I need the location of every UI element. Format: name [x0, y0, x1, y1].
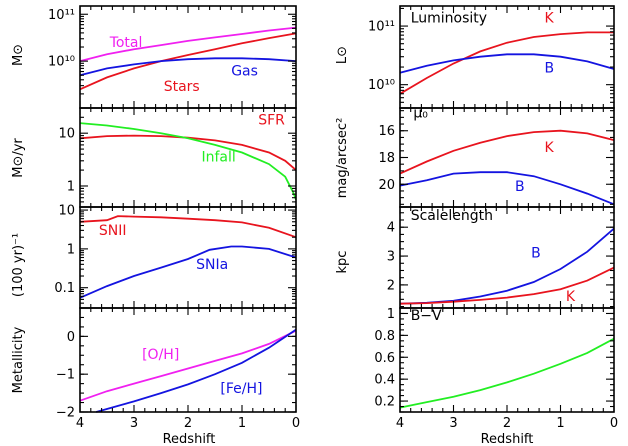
annotation-k: K: [566, 289, 576, 305]
annotation-b: B: [531, 246, 541, 262]
y-tick-label: 1: [387, 307, 395, 322]
annotation-infall: Infall: [202, 150, 236, 166]
x-tick-label: 3: [449, 416, 457, 431]
annotation-k: K: [544, 11, 554, 27]
panel-frame: [79, 307, 297, 413]
panel-3: 4 3 2 1 0 −2 −1 0 [O/H] [Fe/H]: [56, 307, 300, 431]
ylabel-sn-rate: (100 yr)⁻¹: [11, 233, 26, 297]
y-tick-label: 10¹⁰: [48, 55, 75, 70]
x-tick-label: 0: [610, 416, 618, 431]
y-tick-label: −2: [56, 406, 75, 421]
series-b-line: [399, 171, 615, 206]
panel-2: 0.1 1 10 SNII SNIa: [54, 204, 297, 309]
y-tick-label: 2: [387, 278, 395, 293]
y-tick-label: 10: [58, 204, 75, 219]
series-infall-line: [79, 122, 297, 201]
annotation-stars: Stars: [164, 79, 200, 95]
panel-0: 10¹⁰ 10¹¹ Total Stars Gas: [48, 5, 297, 109]
y-tick-label: 10¹⁰: [368, 78, 395, 93]
x-tick-label: 2: [503, 416, 511, 431]
x-tick-label: 0: [292, 416, 300, 431]
x-tick-label: 4: [396, 416, 404, 431]
annotation-o-h: [O/H]: [142, 347, 179, 363]
series-fe-h-line: [95, 328, 297, 413]
series-sfr-line: [79, 134, 297, 171]
ylabel-mass: M⊙: [11, 44, 26, 66]
series-gas-line: [79, 57, 297, 77]
panel-1: 1 10 SFR Infall: [58, 107, 297, 208]
annotation-snii: SNII: [99, 223, 127, 239]
series-b-line: [399, 227, 615, 305]
y-tick-label: 0.6: [374, 351, 395, 366]
annotation-snia: SNIa: [196, 257, 228, 273]
series-k-line: [399, 266, 615, 305]
series-total-line: [79, 26, 297, 62]
annotation-luminosity: Luminosity: [411, 11, 487, 27]
y-tick-label: 1: [67, 179, 75, 194]
ylabel-kpc: kpc: [335, 251, 350, 274]
annotation-total: Total: [109, 35, 143, 51]
annotation-b: B: [515, 179, 525, 195]
annotation-b-v: B−V: [411, 308, 442, 324]
xlabel-right: Redshift: [481, 432, 534, 446]
series-snia-line: [79, 245, 297, 299]
y-tick-label: 20: [378, 178, 395, 193]
annotation-k: K: [544, 140, 554, 156]
series-stars-line: [79, 32, 297, 91]
y-tick-label: −1: [56, 368, 75, 383]
series-b-line: [399, 53, 615, 74]
ylabel-surface-brightness: mag/arcsec²: [335, 118, 350, 199]
y-tick-label: 16: [378, 124, 395, 139]
series-k-line: [399, 31, 614, 95]
x-tick-label: 1: [556, 416, 564, 431]
x-tick-label: 4: [76, 416, 84, 431]
y-tick-label: 0: [67, 330, 75, 345]
x-tick-label: 3: [130, 416, 138, 431]
annotation-mark: μ₀: [413, 105, 428, 121]
panel-6: 2 3 4 Scalelength B K: [387, 206, 615, 309]
series-o-h-line: [79, 329, 297, 402]
panel-4: 10¹⁰ 10¹¹ Luminosity K B: [368, 5, 615, 109]
annotation-b: B: [544, 61, 554, 77]
series-snii-line: [79, 215, 297, 239]
y-tick-label: 10¹¹: [48, 8, 75, 23]
annotation-scalelength: Scalelength: [411, 208, 493, 224]
annotation-fe-h: [Fe/H]: [220, 381, 262, 397]
y-tick-label: 10¹¹: [368, 20, 395, 35]
y-tick-label: 0.8: [374, 329, 395, 344]
y-tick-label: 0.2: [374, 395, 395, 410]
ylabel-metallicity: Metallicity: [11, 326, 26, 393]
y-tick-label: 3: [387, 250, 395, 265]
series-k-line: [399, 129, 615, 175]
y-tick-label: 10: [58, 127, 75, 142]
x-tick-label: 2: [184, 416, 192, 431]
annotation-gas: Gas: [231, 64, 258, 80]
ylabel-rate: M⊙/yr: [11, 138, 26, 178]
series-b-v-line: [399, 337, 615, 409]
y-tick-label: 0.4: [374, 373, 395, 388]
ylabel-luminosity: L⊙: [335, 46, 350, 64]
panel-5: 16 18 20 μ₀ K B: [378, 105, 615, 208]
panel-7: 4 3 2 1 0 0.2 0.4 0.6 0.8 1 B−V: [374, 307, 618, 431]
y-tick-label: 4: [387, 221, 395, 236]
annotation-sfr: SFR: [258, 113, 285, 129]
y-tick-label: 18: [378, 151, 395, 166]
x-tick-label: 1: [238, 416, 246, 431]
y-tick-label: 0.1: [54, 281, 75, 296]
xlabel-left: Redshift: [163, 432, 216, 446]
y-tick-label: 1: [67, 242, 75, 257]
